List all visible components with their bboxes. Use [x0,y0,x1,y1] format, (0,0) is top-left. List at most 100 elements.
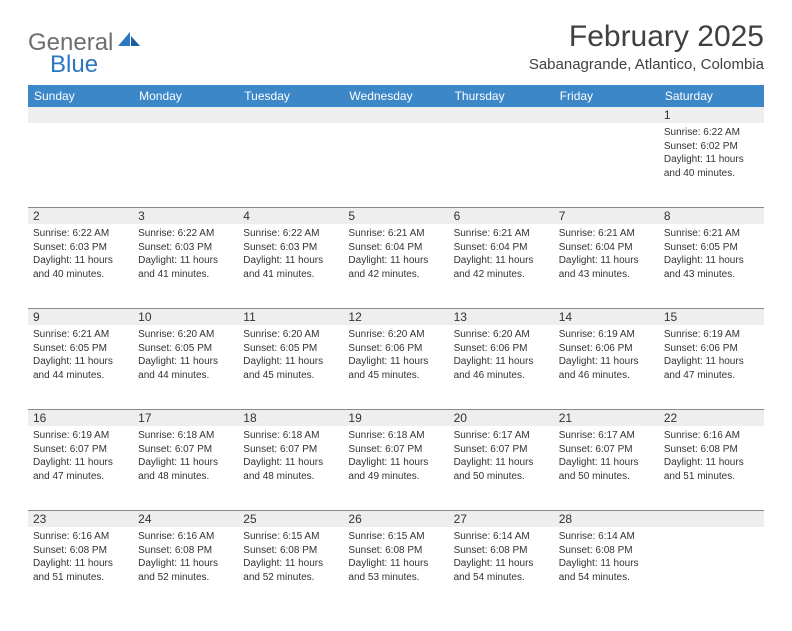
week-row: Sunrise: 6:16 AMSunset: 6:08 PMDaylight:… [28,527,764,611]
logo: General Blue [28,20,142,77]
day-line: Sunrise: 6:21 AM [454,227,549,241]
day-content: Sunrise: 6:21 AMSunset: 6:05 PMDaylight:… [33,328,128,382]
day-content: Sunrise: 6:14 AMSunset: 6:08 PMDaylight:… [559,530,654,584]
day-number: 24 [133,511,238,527]
day-cell: Sunrise: 6:19 AMSunset: 6:06 PMDaylight:… [659,325,764,409]
day-line: Sunset: 6:08 PM [243,544,338,558]
daynum-row: 2345678 [28,207,764,224]
day-line: Sunrise: 6:16 AM [33,530,128,544]
day-line: Sunrise: 6:18 AM [243,429,338,443]
day-content: Sunrise: 6:22 AMSunset: 6:03 PMDaylight:… [33,227,128,281]
day-content: Sunrise: 6:20 AMSunset: 6:05 PMDaylight:… [138,328,233,382]
day-content: Sunrise: 6:18 AMSunset: 6:07 PMDaylight:… [138,429,233,483]
day-line: Sunrise: 6:20 AM [348,328,443,342]
weekday-header: Friday [554,85,659,107]
day-line: Sunset: 6:08 PM [454,544,549,558]
day-cell: Sunrise: 6:18 AMSunset: 6:07 PMDaylight:… [133,426,238,510]
day-line: Daylight: 11 hours and 42 minutes. [348,254,443,281]
day-line: Daylight: 11 hours and 45 minutes. [243,355,338,382]
day-line: Sunrise: 6:20 AM [138,328,233,342]
day-line: Sunrise: 6:20 AM [454,328,549,342]
day-number [659,511,764,527]
day-cell-empty [449,123,554,207]
daynum-row: 16171819202122 [28,409,764,426]
day-number [343,107,448,123]
day-line: Sunrise: 6:21 AM [559,227,654,241]
day-number: 16 [28,410,133,426]
weekday-header: Wednesday [343,85,448,107]
day-line: Sunset: 6:08 PM [559,544,654,558]
day-content: Sunrise: 6:19 AMSunset: 6:06 PMDaylight:… [664,328,759,382]
day-line: Sunset: 6:04 PM [559,241,654,255]
day-line: Sunset: 6:07 PM [138,443,233,457]
day-cell: Sunrise: 6:19 AMSunset: 6:06 PMDaylight:… [554,325,659,409]
day-line: Sunset: 6:04 PM [454,241,549,255]
day-content: Sunrise: 6:18 AMSunset: 6:07 PMDaylight:… [348,429,443,483]
day-content: Sunrise: 6:20 AMSunset: 6:06 PMDaylight:… [348,328,443,382]
day-number: 8 [659,208,764,224]
day-line: Sunset: 6:08 PM [664,443,759,457]
weekday-header: Tuesday [238,85,343,107]
day-line: Daylight: 11 hours and 49 minutes. [348,456,443,483]
day-line: Daylight: 11 hours and 42 minutes. [454,254,549,281]
day-number: 12 [343,309,448,325]
day-line: Sunset: 6:05 PM [664,241,759,255]
day-line: Sunset: 6:06 PM [559,342,654,356]
daynum-row: 232425262728 [28,510,764,527]
page-title: February 2025 [529,20,764,54]
weekday-header-row: SundayMondayTuesdayWednesdayThursdayFrid… [28,85,764,107]
weekday-header: Thursday [449,85,554,107]
day-line: Daylight: 11 hours and 48 minutes. [243,456,338,483]
day-line: Daylight: 11 hours and 47 minutes. [33,456,128,483]
day-line: Sunrise: 6:16 AM [138,530,233,544]
day-line: Sunset: 6:07 PM [559,443,654,457]
day-content: Sunrise: 6:16 AMSunset: 6:08 PMDaylight:… [664,429,759,483]
day-number: 23 [28,511,133,527]
day-cell: Sunrise: 6:18 AMSunset: 6:07 PMDaylight:… [238,426,343,510]
day-line: Sunset: 6:05 PM [33,342,128,356]
day-line: Daylight: 11 hours and 48 minutes. [138,456,233,483]
day-number [449,107,554,123]
day-line: Sunrise: 6:20 AM [243,328,338,342]
day-line: Sunrise: 6:17 AM [559,429,654,443]
day-content: Sunrise: 6:15 AMSunset: 6:08 PMDaylight:… [243,530,338,584]
day-cell: Sunrise: 6:14 AMSunset: 6:08 PMDaylight:… [554,527,659,611]
day-content: Sunrise: 6:22 AMSunset: 6:03 PMDaylight:… [138,227,233,281]
day-cell: Sunrise: 6:21 AMSunset: 6:05 PMDaylight:… [659,224,764,308]
day-line: Sunset: 6:08 PM [138,544,233,558]
day-number: 6 [449,208,554,224]
week-row: Sunrise: 6:22 AMSunset: 6:02 PMDaylight:… [28,123,764,207]
logo-sail-icon [116,30,142,50]
day-line: Daylight: 11 hours and 50 minutes. [559,456,654,483]
day-line: Sunrise: 6:19 AM [559,328,654,342]
day-line: Sunset: 6:06 PM [664,342,759,356]
day-cell: Sunrise: 6:17 AMSunset: 6:07 PMDaylight:… [449,426,554,510]
daynum-row: 1 [28,107,764,123]
day-line: Sunrise: 6:16 AM [664,429,759,443]
day-cell: Sunrise: 6:18 AMSunset: 6:07 PMDaylight:… [343,426,448,510]
day-content: Sunrise: 6:14 AMSunset: 6:08 PMDaylight:… [454,530,549,584]
day-cell: Sunrise: 6:22 AMSunset: 6:02 PMDaylight:… [659,123,764,207]
day-number: 21 [554,410,659,426]
day-line: Daylight: 11 hours and 44 minutes. [138,355,233,382]
weekday-header: Saturday [659,85,764,107]
day-cell: Sunrise: 6:20 AMSunset: 6:06 PMDaylight:… [449,325,554,409]
day-line: Daylight: 11 hours and 46 minutes. [559,355,654,382]
day-line: Sunrise: 6:18 AM [138,429,233,443]
day-line: Sunrise: 6:18 AM [348,429,443,443]
day-cell: Sunrise: 6:22 AMSunset: 6:03 PMDaylight:… [28,224,133,308]
daynum-row: 9101112131415 [28,308,764,325]
day-cell: Sunrise: 6:21 AMSunset: 6:05 PMDaylight:… [28,325,133,409]
day-number: 25 [238,511,343,527]
day-line: Sunset: 6:05 PM [138,342,233,356]
day-number: 3 [133,208,238,224]
day-line: Sunrise: 6:22 AM [243,227,338,241]
day-line: Sunrise: 6:17 AM [454,429,549,443]
day-line: Daylight: 11 hours and 45 minutes. [348,355,443,382]
day-number [238,107,343,123]
day-line: Sunrise: 6:21 AM [664,227,759,241]
weekday-header: Sunday [28,85,133,107]
day-line: Sunset: 6:07 PM [348,443,443,457]
week-row: Sunrise: 6:19 AMSunset: 6:07 PMDaylight:… [28,426,764,510]
day-line: Sunset: 6:08 PM [348,544,443,558]
